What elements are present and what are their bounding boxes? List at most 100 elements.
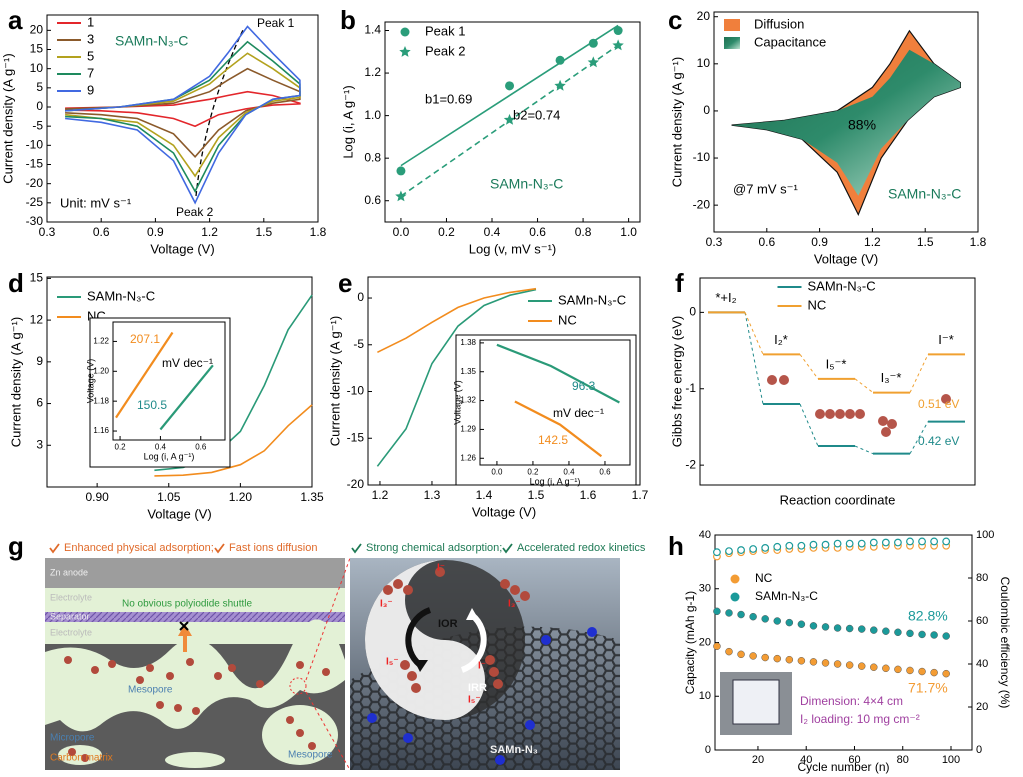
ce-point xyxy=(869,538,878,547)
y-axis-label: Current density (A g⁻¹) xyxy=(327,316,342,446)
x-tick-label: 0.90 xyxy=(85,490,109,504)
y-tick-label: 1.22 xyxy=(93,337,109,346)
x-tick-label: 0.6 xyxy=(195,442,207,451)
y-tick-label: 1.2 xyxy=(364,65,381,79)
y-tick-label: 0 xyxy=(689,305,696,319)
y-tick-label: 20 xyxy=(30,23,44,37)
annotation: 207.1 xyxy=(130,332,160,346)
x-tick-label: 1.35 xyxy=(300,490,324,504)
data-point xyxy=(613,26,623,36)
data-point xyxy=(725,647,733,656)
x-tick-label: 0.9 xyxy=(811,235,828,249)
panel-label: c xyxy=(668,5,682,35)
ce-point xyxy=(821,540,830,549)
annotation: b1=0.69 xyxy=(425,91,472,106)
data-point xyxy=(761,615,769,623)
y-tick-label: 12 xyxy=(30,312,44,326)
annotation: 82.8% xyxy=(908,608,948,624)
data-point xyxy=(773,654,782,663)
y-tick-label: -1 xyxy=(685,381,696,395)
y2-tick-label: 20 xyxy=(976,701,988,713)
legend-label: 1 xyxy=(87,14,94,29)
step-label: I₂* xyxy=(774,332,788,347)
data-point xyxy=(857,625,866,633)
data-point xyxy=(809,658,818,666)
data-point xyxy=(737,650,745,659)
region-label: Mesopore xyxy=(128,685,173,696)
y-tick-label: 1.0 xyxy=(364,108,381,122)
y-tick-label: 1.29 xyxy=(460,425,476,434)
x-tick-label: 1.2 xyxy=(372,488,389,502)
y-tick-label: -10 xyxy=(347,384,365,398)
iodine-cluster xyxy=(64,656,330,762)
data-point xyxy=(749,652,757,660)
connector xyxy=(854,445,874,455)
cycle-label: IRR xyxy=(468,682,487,694)
species-label: I⁻ xyxy=(478,661,486,672)
series-line xyxy=(115,331,174,419)
data-point xyxy=(505,81,515,91)
y-axis-label: Log (i, A g⁻¹) xyxy=(340,85,355,158)
connector xyxy=(909,354,929,393)
y-tick-label: 1.16 xyxy=(93,426,109,435)
series-line xyxy=(159,364,214,431)
species-label: I⁻ xyxy=(437,563,445,574)
panel-label: e xyxy=(338,268,352,298)
annotation: 142.5 xyxy=(538,433,568,447)
x-tick-label: 100 xyxy=(942,754,960,766)
x-axis-label: Log (i, A g⁻¹) xyxy=(144,451,195,461)
annotation: SAMn-N₃-C xyxy=(490,176,563,192)
x-tick-label: 1.5 xyxy=(255,225,272,239)
ce-point xyxy=(809,540,818,549)
y-tick-label: -15 xyxy=(347,430,365,444)
x-tick-label: 0.2 xyxy=(438,225,455,239)
data-point xyxy=(554,79,566,91)
y-tick-label: 0 xyxy=(357,290,364,304)
annotation: Unit: mV s⁻¹ xyxy=(60,195,132,210)
series-line xyxy=(376,288,537,467)
check-icon xyxy=(49,543,60,554)
x-axis-label: Log (v, mV s⁻¹) xyxy=(469,241,557,256)
series-line xyxy=(65,52,301,178)
legend-swatch xyxy=(724,19,740,31)
schematic: g Enhanced physical adsorption; Fast ion… xyxy=(8,531,646,771)
y-axis-label: Current density (A g⁻¹) xyxy=(0,53,15,183)
annotation: Peak 1 xyxy=(257,16,295,30)
ce-point xyxy=(930,537,939,546)
x-axis-label: Log (i, A g⁻¹) xyxy=(530,476,581,486)
y-tick-label: -20 xyxy=(347,477,365,491)
series-line xyxy=(65,67,301,158)
y-tick-label: 3 xyxy=(36,437,43,451)
y-tick-label: 10 xyxy=(699,690,711,702)
y2-tick-label: 0 xyxy=(976,744,982,756)
inset-bg xyxy=(455,334,637,486)
y2-tick-label: 40 xyxy=(976,658,988,670)
ce-point xyxy=(918,537,926,546)
legend-marker xyxy=(730,574,740,584)
layer-label: Electrolyte xyxy=(50,627,92,637)
layer-label: Electrolyte xyxy=(50,592,92,602)
x-tick-label: 0.8 xyxy=(575,225,592,239)
data-point xyxy=(894,665,902,674)
y-axis-label: Gibbs free energy (eV) xyxy=(669,316,684,448)
panel-label: b xyxy=(340,5,356,35)
data-point xyxy=(785,655,794,664)
legend-swatch xyxy=(724,37,740,49)
series-line xyxy=(514,400,603,458)
y-tick-label: 0 xyxy=(703,103,710,117)
data-point xyxy=(857,662,866,670)
connector xyxy=(799,354,819,380)
x-tick-label: 0.4 xyxy=(155,442,167,451)
x-axis-label: Voltage (V) xyxy=(814,251,878,266)
block-mark xyxy=(179,621,189,631)
x-tick-label: 1.5 xyxy=(917,235,934,249)
x-tick-label: 40 xyxy=(800,754,812,766)
data-point xyxy=(612,39,624,51)
plot-frame xyxy=(699,277,976,486)
data-point xyxy=(713,642,721,651)
x-tick-label: 0.4 xyxy=(484,225,501,239)
species-label: I₃⁻ xyxy=(508,599,521,610)
ce-point xyxy=(761,544,770,552)
y2-axis-label: Coulombic efficiency (%) xyxy=(998,577,1012,709)
data-point xyxy=(918,667,926,676)
